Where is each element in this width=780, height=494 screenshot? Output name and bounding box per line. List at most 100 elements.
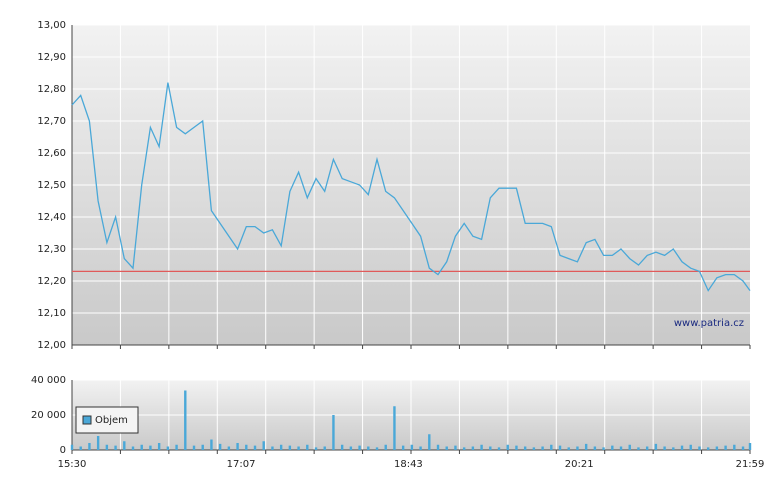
volume-bar: [410, 444, 414, 450]
volume-bar: [698, 446, 701, 450]
y-tick-label: 20 000: [31, 410, 66, 421]
x-tick-label: 18:43: [394, 459, 423, 470]
volume-bar: [637, 447, 640, 450]
volume-bar: [654, 443, 658, 450]
volume-bar: [541, 446, 544, 450]
volume-bar: [515, 445, 518, 450]
volume-bar: [218, 443, 222, 450]
volume-bar: [689, 444, 692, 450]
volume-bar: [645, 446, 649, 450]
volume-bar: [279, 444, 283, 450]
volume-bar: [340, 444, 344, 450]
volume-bar: [384, 444, 387, 450]
volume-bar: [184, 390, 187, 450]
volume-bar: [140, 444, 143, 450]
volume-bar: [96, 436, 100, 450]
volume-bar: [149, 445, 152, 450]
volume-bar: [227, 446, 231, 450]
volume-bar: [550, 444, 553, 450]
volume-bar: [123, 441, 126, 450]
y-tick-label: 12,40: [37, 212, 66, 223]
volume-bar: [157, 443, 161, 450]
volume-bar: [419, 446, 422, 450]
volume-bar: [506, 444, 509, 450]
volume-bar: [306, 444, 309, 450]
volume-bar: [576, 446, 579, 450]
volume-bar: [88, 443, 91, 450]
volume-bar: [262, 441, 265, 450]
volume-bar: [628, 444, 631, 450]
volume-bar: [105, 444, 109, 450]
volume-bar: [375, 447, 379, 450]
watermark: www.patria.cz: [674, 318, 744, 329]
volume-bar: [532, 447, 536, 450]
x-tick-label: 21:59: [736, 459, 765, 470]
volume-bar: [611, 445, 614, 450]
y-tick-label: 12,00: [37, 340, 66, 351]
volume-bar: [663, 446, 666, 450]
y-tick-label: 40 000: [31, 375, 66, 386]
volume-bar: [236, 443, 239, 450]
volume-bar: [741, 446, 745, 450]
volume-bar: [462, 447, 466, 450]
price-line: [71, 82, 751, 292]
volume-bar: [523, 446, 527, 450]
volume-bar: [584, 443, 588, 450]
volume-bar: [131, 446, 135, 450]
volume-bar: [489, 446, 492, 450]
volume-bar: [166, 446, 170, 450]
volume-bar: [401, 445, 405, 450]
volume-bar: [393, 406, 396, 450]
legend-swatch: [82, 415, 92, 425]
y-tick-label: 12,90: [37, 52, 66, 63]
y-tick-label: 12,30: [37, 244, 66, 255]
x-tick-label: 15:30: [58, 459, 87, 470]
volume-bar: [314, 447, 318, 450]
volume-bar: [79, 446, 82, 450]
volume-bar: [672, 447, 675, 450]
x-tick-label: 17:07: [227, 459, 256, 470]
volume-bar: [436, 444, 440, 450]
volume-bar: [245, 444, 248, 450]
volume-bar: [454, 445, 457, 450]
legend-label: Objem: [95, 415, 128, 426]
volume-bar: [715, 446, 719, 450]
volume-bar: [593, 446, 597, 450]
volume-bar: [201, 444, 204, 450]
volume-bar: [271, 446, 274, 450]
volume-bar: [288, 445, 292, 450]
volume-bar: [114, 445, 117, 450]
volume-bar: [733, 444, 736, 450]
x-tick-label: 20:21: [565, 459, 594, 470]
volume-bar: [358, 445, 361, 450]
volume-bar: [253, 445, 257, 450]
y-tick-label: 0: [60, 445, 66, 456]
volume-bar: [497, 447, 501, 450]
volume-bar: [175, 444, 178, 450]
y-tick-label: 13,00: [37, 20, 66, 31]
volume-bar: [332, 415, 335, 450]
y-tick-label: 12,60: [37, 148, 66, 159]
volume-bar: [602, 447, 605, 450]
volume-bar: [724, 445, 727, 450]
volume-bar: [367, 446, 370, 450]
volume-bar: [567, 447, 570, 450]
volume-bar: [706, 447, 710, 450]
volume-bar: [680, 445, 684, 450]
volume-bar: [471, 446, 475, 450]
volume-bar: [349, 446, 353, 450]
volume-bar: [558, 445, 562, 450]
y-tick-label: 12,10: [37, 308, 66, 319]
volume-bar: [619, 446, 623, 450]
y-tick-label: 12,80: [37, 84, 66, 95]
volume-bar: [323, 446, 326, 450]
volume-bar: [210, 439, 213, 450]
y-tick-label: 12,20: [37, 276, 66, 287]
volume-bar: [428, 434, 431, 450]
y-tick-label: 12,70: [37, 116, 66, 127]
y-tick-label: 12,50: [37, 180, 66, 191]
volume-bar: [748, 443, 752, 450]
volume-bar: [70, 444, 74, 450]
volume-bar: [445, 446, 448, 450]
